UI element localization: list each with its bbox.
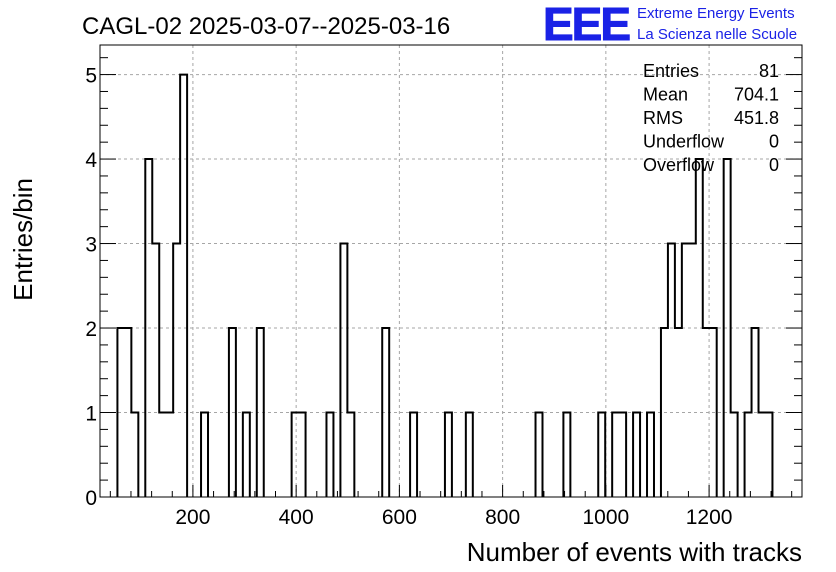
x-tick-label: 600 <box>382 506 417 529</box>
grid-lines <box>100 45 802 497</box>
y-tick-label: 4 <box>85 149 97 172</box>
plot-frame <box>99 44 803 498</box>
x-axis-label: Number of events with tracks <box>467 537 802 567</box>
stats-box: Entries 81 Mean 704.1 RMS 451.8 Underflow 0 Over… <box>643 61 779 175</box>
x-tick-label: 400 <box>279 506 314 529</box>
stats-value: 704.1 <box>734 85 779 105</box>
stats-label: Entries <box>643 61 699 81</box>
y-tick-label: 3 <box>85 234 97 257</box>
stats-value: 451.8 <box>734 108 779 128</box>
y-tick-labels: 0 1 2 3 4 5 <box>85 65 97 510</box>
stats-label: Overflow <box>643 155 715 175</box>
y-tick-label: 5 <box>85 65 97 88</box>
eee-logo: EEE Extreme Energy Events La Scienza nel… <box>543 0 798 51</box>
histogram-line <box>116 73 774 497</box>
x-tick-labels: 200 400 600 800 1000 1200 <box>175 506 732 529</box>
y-tick-label: 0 <box>85 487 97 510</box>
axis-ticks <box>100 57 802 498</box>
x-tick-label: 200 <box>175 506 210 529</box>
stats-value: 81 <box>759 61 779 81</box>
y-axis-label: Entries/bin <box>8 178 38 301</box>
eee-logo-line1: Extreme Energy Events <box>637 5 795 22</box>
y-tick-label: 1 <box>85 403 97 426</box>
x-tick-label: 1200 <box>686 506 733 529</box>
x-tick-label: 800 <box>485 506 520 529</box>
stats-value: 0 <box>769 155 779 175</box>
x-tick-label: 1000 <box>582 506 629 529</box>
y-tick-label: 2 <box>85 318 97 341</box>
stats-label: RMS <box>643 108 683 128</box>
chart-title: CAGL-02 2025-03-07--2025-03-16 <box>82 13 450 40</box>
eee-logo-line2: La Scienza nelle Scuole <box>637 26 797 43</box>
stats-label: Mean <box>643 85 688 105</box>
stats-value: 0 <box>769 132 779 152</box>
eee-logo-letters: EEE <box>543 0 629 50</box>
stats-label: Underflow <box>643 132 725 152</box>
